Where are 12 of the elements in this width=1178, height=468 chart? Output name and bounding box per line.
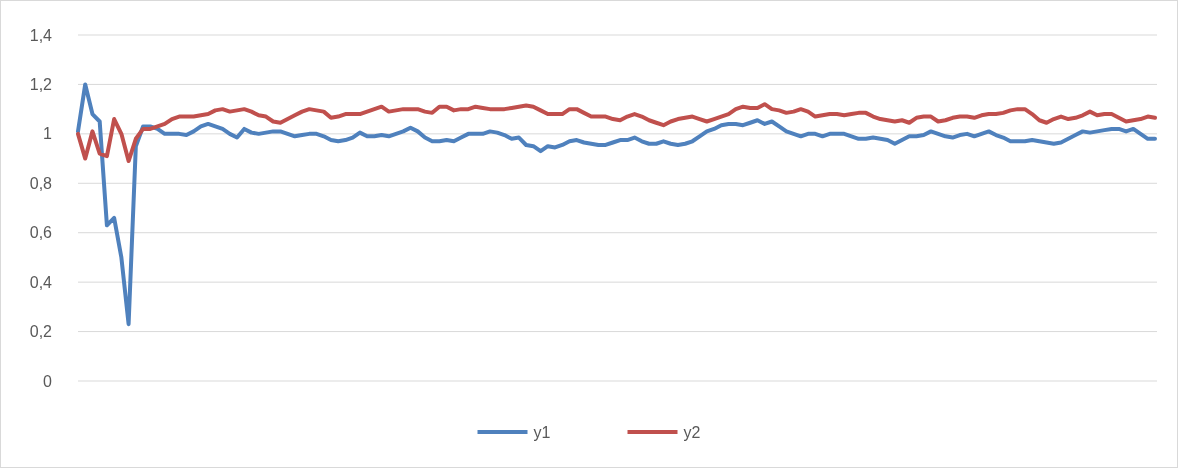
y-tick-label: 0,6 — [29, 224, 53, 242]
legend-label: y2 — [683, 423, 701, 441]
y-tick-label: 1 — [43, 125, 53, 143]
y-tick-label: 1,2 — [29, 76, 53, 94]
line-series — [76, 102, 1157, 164]
y-tick-label: 1,4 — [29, 26, 53, 44]
legend-label: y1 — [533, 423, 551, 441]
y-tick-label: 0,4 — [29, 273, 53, 291]
line-series — [76, 82, 1157, 327]
y-tick-label: 0,8 — [29, 174, 53, 192]
y-tick-label: 0 — [43, 372, 53, 390]
y-tick-label: 0,2 — [29, 323, 53, 341]
